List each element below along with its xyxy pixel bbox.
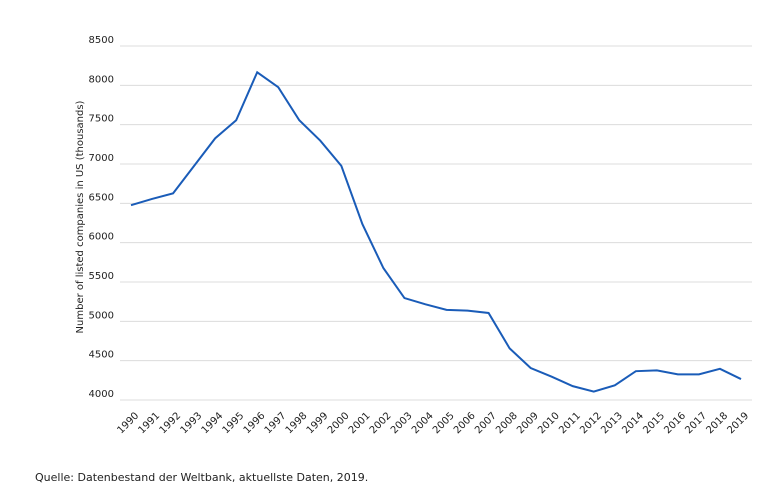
x-tick-label: 1996: [242, 410, 268, 436]
x-tick-label: 1993: [179, 410, 205, 436]
y-tick-label: 5500: [89, 271, 114, 282]
x-tick-label: 2019: [725, 410, 751, 436]
x-tick-label: 2005: [431, 410, 457, 436]
x-tick-label: 2013: [599, 410, 625, 436]
y-tick-label: 7000: [89, 153, 114, 164]
x-tick-label: 1999: [305, 410, 331, 436]
y-axis-label: Number of listed companies in US (thousa…: [75, 100, 86, 333]
x-tick-label: 1991: [137, 410, 163, 436]
y-tick-label: 4500: [89, 350, 114, 361]
data-line: [130, 70, 742, 393]
x-tick-label: 2003: [389, 410, 415, 436]
x-tick-label: 2012: [578, 410, 604, 436]
x-tick-label: 2018: [704, 410, 730, 436]
x-tick-label: 1990: [115, 410, 141, 436]
y-tick-label: 8000: [89, 74, 114, 85]
x-tick-label: 1995: [221, 410, 247, 436]
x-tick-label: 1998: [284, 410, 310, 436]
x-tick-label: 2016: [662, 410, 688, 436]
x-tick-label: 2008: [494, 410, 520, 436]
x-tick-label: 2002: [368, 410, 394, 436]
y-tick-label: 6000: [89, 232, 114, 243]
x-tick-label: 1997: [263, 410, 289, 436]
y-tick-label: 5000: [89, 310, 114, 321]
x-tick-label: 1994: [200, 410, 226, 436]
source-note: Quelle: Datenbestand der Weltbank, aktue…: [35, 471, 368, 484]
x-tick-label: 2010: [536, 410, 562, 436]
x-tick-label: 2006: [452, 410, 478, 436]
y-tick-label: 4000: [89, 389, 114, 400]
y-tick-label: 8500: [89, 35, 114, 46]
x-tick-label: 1992: [158, 410, 184, 436]
y-tick-label: 7500: [89, 114, 114, 125]
x-tick-label: 2007: [473, 410, 499, 436]
x-tick-label: 2014: [620, 410, 646, 436]
x-tick-label: 2015: [641, 410, 667, 436]
x-tick-label: 2004: [410, 410, 436, 436]
x-tick-label: 2017: [683, 410, 709, 436]
x-tick-label: 2011: [557, 410, 583, 436]
x-tick-label: 2001: [347, 410, 373, 436]
x-tick-label: 2000: [326, 410, 352, 436]
y-tick-label: 6500: [89, 192, 114, 203]
x-tick-label: 2009: [515, 410, 541, 436]
